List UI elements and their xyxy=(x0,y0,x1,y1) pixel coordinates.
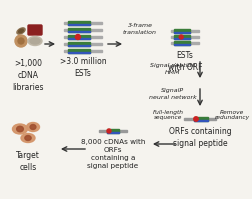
Bar xyxy=(64,36,102,38)
Bar xyxy=(64,22,102,24)
Ellipse shape xyxy=(21,134,35,142)
Circle shape xyxy=(18,38,24,44)
Bar xyxy=(173,29,189,33)
Bar xyxy=(170,42,198,44)
Bar xyxy=(170,30,198,32)
Bar xyxy=(183,118,215,120)
Bar xyxy=(173,35,189,39)
Bar xyxy=(68,49,90,53)
Bar xyxy=(68,45,90,46)
Bar xyxy=(64,43,102,45)
Text: SignalP
neural network: SignalP neural network xyxy=(148,88,196,100)
Ellipse shape xyxy=(17,126,23,132)
Bar xyxy=(68,38,90,39)
Bar xyxy=(99,130,127,132)
Bar xyxy=(173,38,189,39)
Bar xyxy=(170,36,198,38)
Ellipse shape xyxy=(25,136,31,140)
Circle shape xyxy=(15,35,27,47)
Circle shape xyxy=(75,34,80,39)
Bar xyxy=(173,32,189,33)
Circle shape xyxy=(107,129,111,133)
Bar xyxy=(193,117,207,121)
Circle shape xyxy=(178,35,182,39)
Text: >1,000
cDNA
libraries: >1,000 cDNA libraries xyxy=(12,59,44,92)
Ellipse shape xyxy=(30,38,40,44)
Bar xyxy=(107,129,118,133)
Bar xyxy=(64,29,102,31)
Bar xyxy=(173,41,189,45)
Bar xyxy=(68,42,90,46)
Ellipse shape xyxy=(17,28,25,34)
Bar xyxy=(64,50,102,52)
FancyBboxPatch shape xyxy=(28,25,42,35)
Text: >3.0 million
ESTs: >3.0 million ESTs xyxy=(59,57,106,78)
Bar xyxy=(107,132,118,133)
Text: ORFs containing
signal peptide: ORFs containing signal peptide xyxy=(168,127,230,148)
Bar xyxy=(68,21,90,25)
Text: Full-length
sequence: Full-length sequence xyxy=(152,110,183,120)
Text: Remove
redundancy: Remove redundancy xyxy=(214,110,248,120)
Bar xyxy=(193,120,207,121)
Ellipse shape xyxy=(19,29,23,33)
Circle shape xyxy=(193,117,197,121)
Bar xyxy=(173,44,189,45)
Bar xyxy=(68,35,90,39)
Bar xyxy=(68,52,90,53)
Text: Signal peptide
HMM: Signal peptide HMM xyxy=(150,63,195,75)
Ellipse shape xyxy=(12,124,27,134)
Text: Target
cells: Target cells xyxy=(16,151,40,172)
Text: 8,000 cDNAs with
ORFs
containing a
signal peptide: 8,000 cDNAs with ORFs containing a signa… xyxy=(80,139,145,169)
Text: ESTs
with ORF: ESTs with ORF xyxy=(167,51,201,72)
Ellipse shape xyxy=(28,36,42,46)
Ellipse shape xyxy=(26,123,39,132)
Bar xyxy=(68,28,90,32)
Ellipse shape xyxy=(30,125,36,130)
Text: 3-frame
translation: 3-frame translation xyxy=(122,23,156,35)
Bar xyxy=(68,31,90,32)
Bar xyxy=(68,24,90,25)
